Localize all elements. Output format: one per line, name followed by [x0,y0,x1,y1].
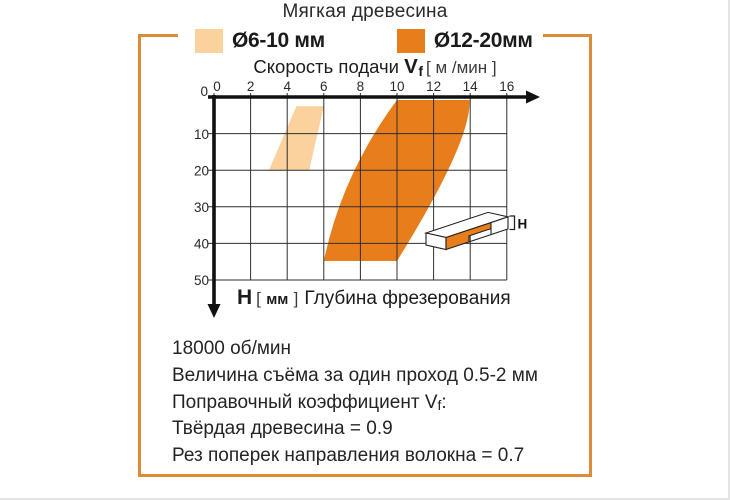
vf-symbol-subscript: f [418,63,423,79]
workpiece-step-edge [468,234,492,243]
x-tick: 6 [320,79,328,94]
note-coeff-text: Поправочный коэффициент V [172,391,438,413]
legend-item-large-diameter: Ø12-20мм [396,28,533,53]
legend-label-small-diameter: Ø6-10 мм [232,28,325,52]
page-title: Мягкая древесина [282,1,448,22]
notes-block: 18000 об/мин Величина съёма за один прох… [172,336,538,470]
x-axis-units: [ м /мин ] [425,58,497,77]
x-axis-title: Скорость подачи Vf[ м /мин ] [253,55,496,79]
legend-swatch-light-orange [195,28,223,53]
depth-units-open-bracket: [ [256,289,261,308]
x-tick: 8 [357,79,365,94]
workpiece-icon: H [423,211,528,251]
y-axis-title-text: Глубина фрезерования [304,288,511,309]
legend-item-small-diameter: Ø6-10 мм [195,28,325,53]
legend-swatch-dark-orange [396,28,425,53]
y-axis-title: H[ мм ] Глубина фрезерования [237,286,511,310]
depth-measure-bracket [509,215,516,231]
x-tick: 4 [283,79,291,94]
depth-units: мм [266,291,289,308]
note-coeff-subscript: f [437,396,442,413]
note-coeff-colon: : [441,391,447,413]
y-tick: 0 [200,84,208,99]
y-axis-arrowhead [207,304,221,318]
region-diameter-6-10 [268,106,324,171]
feed-depth-chart: 0 2 4 6 8 10 12 14 16 0 10 20 30 40 50 [194,79,540,318]
axes [208,95,526,305]
depth-symbol: H [237,286,253,309]
x-tick: 14 [463,79,479,94]
x-tick: 16 [499,79,514,94]
icon-depth-label: H [518,217,528,232]
x-axis-arrowhead [526,90,540,104]
vf-symbol: V [404,55,418,78]
y-tick: 20 [194,164,209,179]
legend: Ø6-10 мм Ø12-20мм [178,25,543,56]
note-cross-grain-factor: Рез поперек направления волокна = 0.7 [172,445,525,467]
x-tick-labels: 0 2 4 6 8 10 12 14 16 [213,79,514,94]
x-tick: 0 [213,79,221,94]
x-axis-title-text: Скорость подачи [253,56,399,77]
x-tick: 10 [389,79,404,94]
x-tick: 12 [426,79,441,94]
x-tick: 2 [247,79,255,94]
y-tick: 50 [194,273,209,288]
y-tick: 40 [194,237,209,252]
depth-units-close-bracket: ] [293,289,299,308]
note-hardwood-factor: Твёрдая древесина = 0.9 [172,418,393,440]
y-tick: 10 [194,127,209,142]
note-correction-coefficient: Поправочный коэффициент Vf: [172,390,538,417]
note-pass-depth: Величина съёма за один проход 0.5-2 мм [172,364,538,386]
y-tick: 30 [194,200,209,215]
workpiece-right-end [490,216,509,236]
y-tick-labels: 0 10 20 30 40 50 [194,84,209,288]
note-spindle-speed: 18000 об/мин [172,338,292,359]
legend-label-large-diameter: Ø12-20мм [433,28,533,52]
